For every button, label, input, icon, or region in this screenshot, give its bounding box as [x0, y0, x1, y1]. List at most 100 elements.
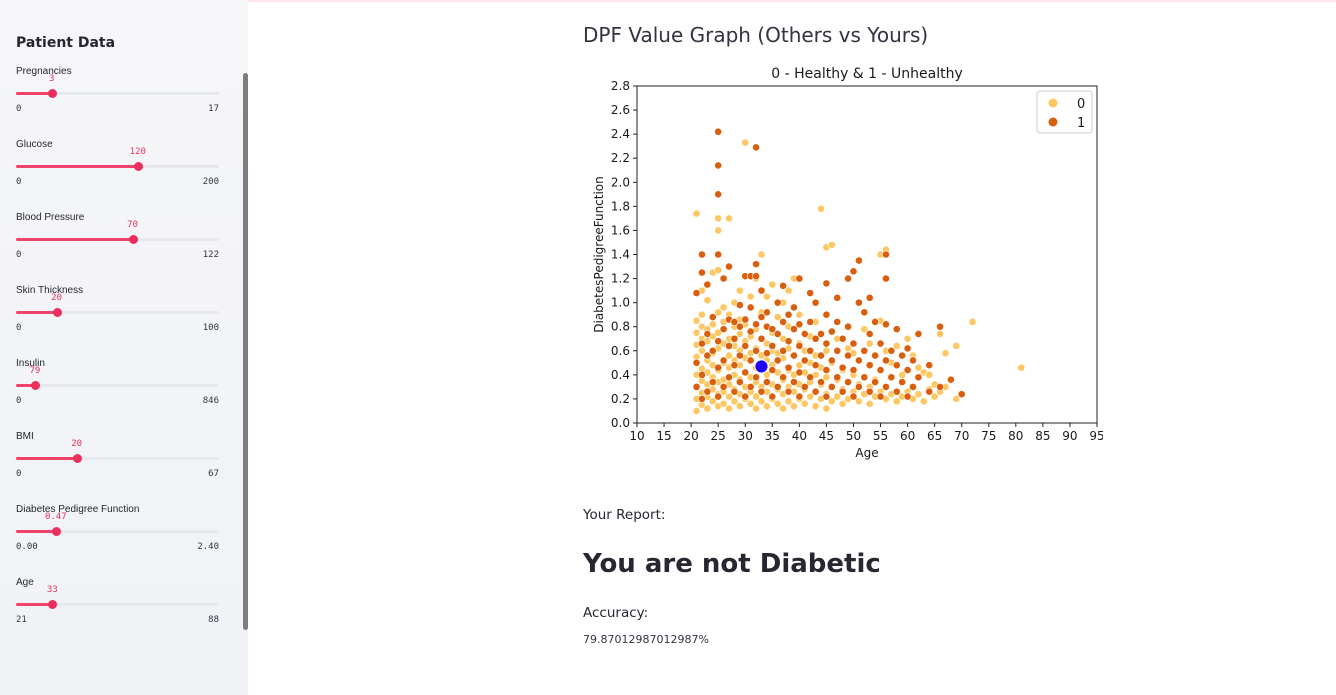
- scatter-point-1: [741, 392, 750, 401]
- slider-min: 0.00: [16, 542, 38, 552]
- slider-thumb[interactable]: [51, 527, 61, 536]
- slider-max: 200: [202, 177, 219, 187]
- slider-pregnancies[interactable]: Pregnancies 3 0 17: [16, 66, 219, 136]
- scatter-point-1: [865, 293, 874, 302]
- slider-thumb[interactable]: [52, 308, 62, 317]
- scatter-point-0: [698, 310, 706, 319]
- slider-value: 20: [51, 293, 63, 303]
- scatter-point-1: [871, 378, 880, 386]
- slider-track[interactable]: [16, 384, 219, 387]
- scatter-point-1: [784, 387, 793, 396]
- scatter-point-1: [784, 310, 793, 319]
- scatter-point-1: [752, 260, 760, 269]
- scatter-point-0: [730, 397, 739, 406]
- scatter-point-1: [833, 293, 842, 302]
- scatter-point-1: [719, 325, 728, 334]
- scatter-point-1: [773, 382, 782, 391]
- scatter-point-0: [784, 286, 793, 295]
- scatter-point-1: [795, 392, 804, 401]
- slider-glucose[interactable]: Glucose 120 0 200: [16, 139, 219, 209]
- scatter-point-1: [800, 330, 809, 338]
- scatter-point-0: [708, 397, 717, 406]
- scatter-point-1: [714, 161, 723, 170]
- scatter-point-0: [827, 240, 836, 249]
- scatter-point-1: [822, 392, 831, 401]
- scatter-point-1: [838, 387, 847, 396]
- x-tick-label: 95: [1089, 429, 1103, 443]
- y-tick-label: 1.2: [611, 272, 630, 286]
- scatter-point-0: [746, 292, 755, 301]
- scatter-point-1: [838, 334, 847, 343]
- scatter-point-0: [790, 402, 798, 411]
- scatter-point-1: [714, 127, 723, 136]
- y-tick-label: 2.4: [611, 127, 630, 141]
- scatter-point-1: [827, 356, 836, 365]
- scatter-point-1: [925, 387, 934, 396]
- slider-track[interactable]: [16, 530, 219, 533]
- scatter-point-1: [822, 279, 831, 288]
- slider-max: 2.40: [197, 542, 219, 552]
- y-tick-label: 0.4: [611, 368, 630, 382]
- scatter-point-1: [779, 317, 788, 326]
- slider-skin-thickness[interactable]: Skin Thickness 20 0 100: [16, 285, 219, 355]
- slider-blood-pressure[interactable]: Blood Pressure 70 0 122: [16, 212, 219, 282]
- scatter-point-0: [833, 392, 842, 401]
- scatter-point-0: [692, 316, 701, 325]
- slider-thumb[interactable]: [48, 600, 58, 609]
- scatter-point-1: [903, 392, 912, 401]
- scatter-point-0: [914, 390, 923, 399]
- scatter-point-1: [698, 250, 706, 259]
- scatter-point-1: [806, 317, 815, 326]
- slider-thumb[interactable]: [47, 89, 57, 98]
- slider-diabetes-pedigree-function[interactable]: Diabetes Pedigree Function 0.47 0.00 2.40: [16, 504, 219, 574]
- scatter-point-1: [811, 334, 820, 343]
- scatter-point-1: [882, 274, 890, 283]
- y-tick-label: 0.0: [611, 416, 630, 430]
- scatter-point-0: [822, 404, 831, 413]
- slider-fill: [16, 384, 35, 387]
- main-content: DPF Value Graph (Others vs Yours) 0 - He…: [583, 0, 1143, 695]
- slider-min: 0: [16, 250, 22, 260]
- y-tick-label: 1.0: [611, 296, 630, 310]
- scatter-point-1: [849, 392, 858, 401]
- slider-thumb[interactable]: [30, 381, 40, 390]
- y-tick-label: 1.4: [611, 248, 630, 262]
- sidebar-scrollbar[interactable]: [243, 73, 248, 630]
- slider-insulin[interactable]: Insulin 79 0 846: [16, 358, 219, 428]
- slider-thumb[interactable]: [133, 162, 143, 171]
- slider-bmi[interactable]: BMI 20 0 67: [16, 431, 219, 501]
- scatter-point-1: [714, 337, 723, 346]
- slider-track[interactable]: [16, 603, 219, 606]
- slider-thumb[interactable]: [72, 454, 82, 463]
- scatter-point-1: [735, 301, 744, 309]
- slider-fill: [16, 530, 56, 533]
- scatter-point-0: [968, 317, 977, 326]
- scatter-point-1: [806, 346, 815, 355]
- slider-track[interactable]: [16, 92, 219, 95]
- scatter-point-1: [844, 378, 852, 386]
- scatter-point-1: [752, 143, 760, 152]
- x-tick-label: 60: [900, 429, 915, 443]
- slider-min: 0: [16, 396, 22, 406]
- scatter-point-1: [957, 390, 966, 399]
- x-tick-label: 65: [927, 429, 942, 443]
- slider-label: Diabetes Pedigree Function: [16, 504, 140, 515]
- slider-thumb[interactable]: [128, 235, 138, 244]
- scatter-point-1: [703, 330, 712, 338]
- scatter-point-1: [876, 392, 885, 401]
- y-tick-label: 1.8: [611, 199, 630, 213]
- slider-track[interactable]: [16, 311, 219, 314]
- scatter-point-0: [746, 399, 755, 408]
- scatter-point-1: [746, 382, 755, 391]
- graph-heading: DPF Value Graph (Others vs Yours): [583, 23, 929, 47]
- slider-track[interactable]: [16, 457, 219, 460]
- scatter-point-1: [817, 330, 825, 338]
- slider-fill: [16, 238, 133, 241]
- scatter-point-1: [746, 303, 755, 312]
- slider-age[interactable]: Age 33 21 88: [16, 577, 219, 647]
- scatter-point-1: [800, 382, 809, 391]
- scatter-point-0: [752, 392, 760, 401]
- y-tick-label: 2.6: [611, 103, 630, 117]
- scatter-point-0: [811, 402, 820, 411]
- scatter-point-1: [925, 361, 934, 370]
